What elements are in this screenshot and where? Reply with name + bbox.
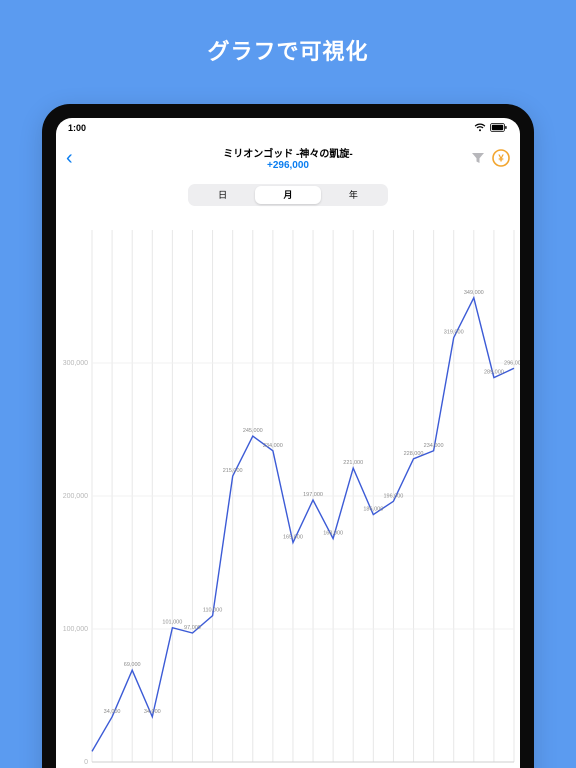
svg-text:110,000: 110,000 — [203, 608, 222, 614]
svg-text:100,000: 100,000 — [63, 626, 88, 633]
svg-text:34,000: 34,000 — [144, 709, 161, 715]
battery-icon — [490, 123, 508, 134]
svg-text:245,000: 245,000 — [243, 428, 263, 434]
device-frame: 1:00 ‹ ミリオンゴッド -神々の凱旋- +296,000 — [42, 104, 534, 768]
filter-icon[interactable] — [470, 150, 486, 166]
page-title: ミリオンゴッド -神々の凱旋- — [126, 145, 450, 160]
svg-text:196,000: 196,000 — [383, 493, 403, 499]
svg-text:¥: ¥ — [498, 153, 504, 164]
segment-2[interactable]: 年 — [321, 186, 386, 204]
svg-text:165,000: 165,000 — [283, 535, 303, 541]
svg-text:289,000: 289,000 — [484, 370, 504, 376]
svg-text:234,000: 234,000 — [263, 443, 283, 449]
segmented-control[interactable]: 日月年 — [188, 184, 388, 206]
svg-text:319,000: 319,000 — [444, 330, 464, 336]
svg-text:34,000: 34,000 — [104, 709, 121, 715]
wifi-icon — [474, 123, 486, 134]
svg-text:221,000: 221,000 — [343, 460, 363, 466]
svg-text:228,000: 228,000 — [404, 451, 424, 457]
svg-text:0: 0 — [84, 759, 88, 766]
yen-icon[interactable]: ¥ — [492, 149, 510, 167]
svg-text:69,000: 69,000 — [124, 662, 141, 668]
chart-area: 0 100,000 200,000 300,000 34,000 69,000 34,000… — [56, 212, 520, 768]
status-time: 1:00 — [68, 123, 86, 133]
segment-0[interactable]: 日 — [190, 186, 255, 204]
svg-text:186,000: 186,000 — [363, 507, 383, 513]
svg-text:349,000: 349,000 — [464, 290, 484, 296]
screen: 1:00 ‹ ミリオンゴッド -神々の凱旋- +296,000 — [56, 118, 520, 768]
svg-text:296,000: 296,000 — [504, 360, 520, 366]
page-subtitle: +296,000 — [126, 160, 450, 171]
svg-text:300,000: 300,000 — [63, 360, 88, 367]
svg-text:234,000: 234,000 — [424, 443, 444, 449]
status-right — [474, 123, 508, 134]
hero-title: グラフで可視化 — [0, 0, 576, 94]
segment-1[interactable]: 月 — [255, 186, 320, 204]
back-button[interactable]: ‹ — [66, 148, 73, 168]
svg-text:97,000: 97,000 — [184, 625, 201, 631]
nav-bar: ‹ ミリオンゴッド -神々の凱旋- +296,000 ¥ — [56, 138, 520, 178]
status-bar: 1:00 — [56, 118, 520, 138]
segmented-wrap: 日月年 — [56, 178, 520, 210]
svg-text:197,000: 197,000 — [303, 492, 323, 498]
svg-text:168,000: 168,000 — [323, 531, 343, 537]
svg-text:215,000: 215,000 — [223, 468, 243, 474]
svg-text:200,000: 200,000 — [63, 493, 88, 500]
svg-text:101,000: 101,000 — [162, 620, 182, 626]
line-chart: 0 100,000 200,000 300,000 34,000 69,000 34,000… — [56, 212, 520, 768]
